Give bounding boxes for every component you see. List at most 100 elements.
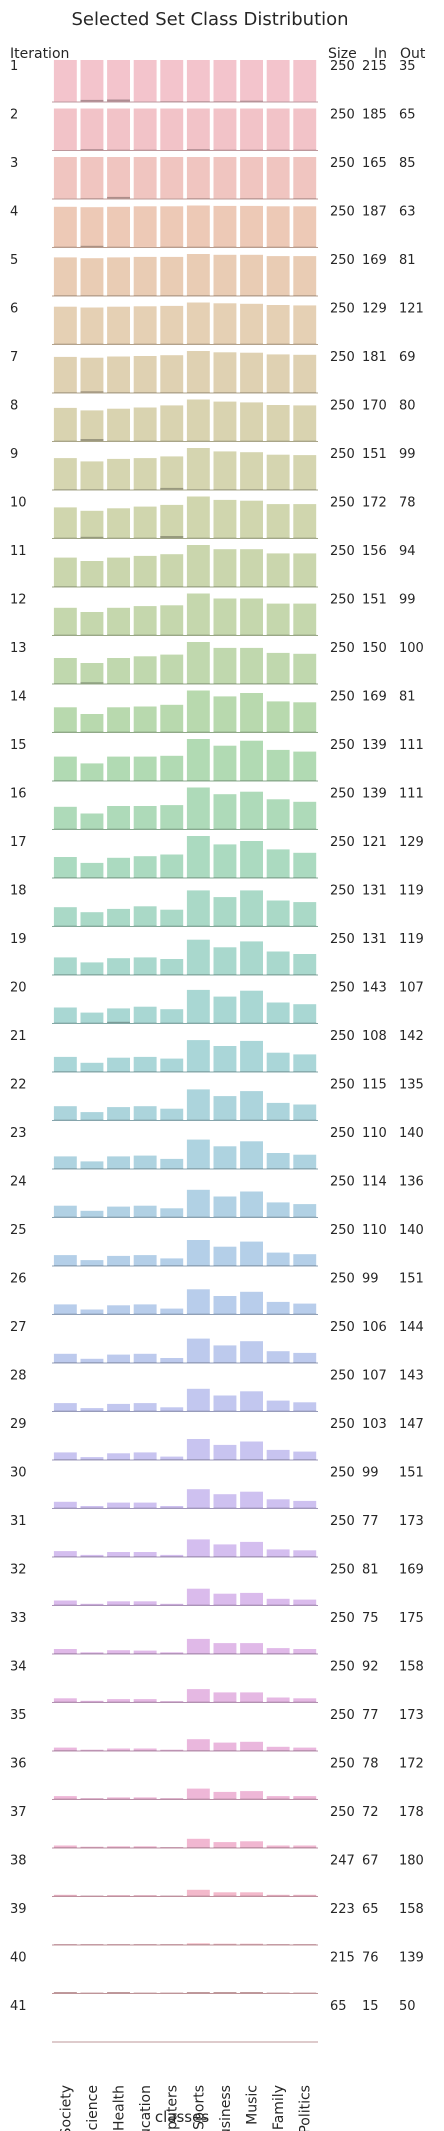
class-bar: [53, 1205, 77, 1218]
iteration-label: 6: [10, 302, 18, 317]
class-bar: [160, 206, 184, 248]
class-bar: [293, 1500, 317, 1509]
row-size-value: 65: [330, 1999, 347, 2014]
x-tick-label: Music: [245, 2085, 261, 2125]
row-in-value: 143: [362, 981, 387, 996]
class-bar: [133, 356, 157, 393]
class-bar: [186, 1889, 210, 1897]
x-axis-tick-labels: Society Science Health Education Computers Sp…: [58, 2085, 313, 2131]
row-out-value: 175: [399, 1611, 424, 1626]
class-bar: [266, 454, 290, 490]
iteration-row: 4 250 187 63: [10, 205, 416, 248]
row-out-value: 69: [399, 350, 416, 365]
class-bar: [213, 499, 237, 539]
class-bar: [107, 356, 130, 393]
class-bar: [80, 862, 104, 878]
class-bar: [160, 1358, 184, 1363]
row-size-value: 250: [330, 1126, 355, 1141]
iteration-row: 26 250 99 151: [10, 1272, 424, 1315]
class-bar: [266, 60, 290, 102]
class-bar: [107, 1403, 130, 1412]
class-bar: [53, 957, 77, 975]
row-out-value: 135: [399, 1078, 424, 1093]
class-bar: [53, 407, 77, 442]
class-bar: [293, 852, 317, 878]
class-bar: [107, 1650, 130, 1654]
row-size-value: 250: [330, 253, 355, 268]
class-bar: [107, 1552, 130, 1557]
class-bar: [80, 157, 104, 199]
class-bar: [293, 954, 317, 975]
row-out-value: 173: [399, 1708, 424, 1723]
class-bar: [133, 108, 157, 151]
class-bar: [53, 356, 77, 393]
class-bar: [293, 902, 317, 927]
class-bar: [240, 791, 263, 830]
class-bar: [133, 1748, 157, 1751]
row-out-value: 172: [399, 1757, 424, 1772]
iteration-label: 21: [10, 1029, 27, 1044]
row-size-value: 250: [330, 447, 355, 462]
iteration-row: 19 250 131 119: [10, 932, 424, 976]
in-class-bar: [80, 245, 104, 248]
class-bar: [133, 555, 157, 587]
x-tick-label: Family: [271, 2085, 287, 2130]
iteration-row: 6 250 129 121: [10, 302, 424, 345]
in-class-bar: [80, 536, 104, 539]
class-bar: [293, 1894, 317, 1897]
class-bar: [186, 890, 210, 927]
iteration-label: 39: [10, 1902, 27, 1917]
class-bar: [160, 1108, 184, 1121]
class-bar: [266, 1499, 290, 1509]
class-bar: [80, 108, 104, 151]
iteration-label: 11: [10, 544, 27, 559]
class-bar: [240, 402, 263, 442]
class-bar: [133, 1205, 157, 1218]
class-bar: [107, 306, 130, 345]
class-bar: [80, 1408, 104, 1412]
class-bar: [160, 1603, 184, 1606]
class-bar: [107, 1156, 130, 1169]
class-bar: [266, 1845, 290, 1848]
class-bar: [293, 603, 317, 636]
class-bar: [133, 1502, 157, 1509]
iteration-label: 13: [10, 641, 27, 656]
class-bar: [133, 1552, 157, 1557]
class-bar: [80, 1506, 104, 1509]
class-bar: [107, 557, 130, 587]
class-bar: [53, 1106, 77, 1121]
class-bar: [293, 455, 317, 490]
class-bar: [53, 1747, 77, 1751]
class-bar: [240, 1643, 263, 1654]
iteration-label: 2: [10, 108, 18, 123]
iteration-row: 20 250 143 107: [10, 981, 424, 1024]
row-size-value: 250: [330, 108, 355, 123]
in-class-bar: [80, 682, 104, 684]
class-bar: [213, 254, 237, 296]
class-bar: [53, 1649, 77, 1654]
class-bar: [186, 1838, 210, 1848]
class-bar: [133, 856, 157, 878]
iteration-label: 33: [10, 1611, 27, 1626]
class-bar: [107, 1305, 130, 1315]
class-bar: [133, 1106, 157, 1121]
row-out-value: 111: [399, 738, 424, 753]
class-bar: [213, 157, 237, 199]
class-bar: [53, 806, 77, 830]
class-bar: [213, 60, 237, 102]
class-bar: [80, 1210, 104, 1218]
class-bar: [266, 108, 290, 151]
class-bar: [240, 1592, 263, 1606]
row-in-value: 76: [362, 1951, 379, 1966]
class-bar: [53, 607, 77, 636]
class-bar: [160, 1308, 184, 1315]
class-bar: [186, 1240, 210, 1266]
class-bar: [133, 1699, 157, 1703]
class-bar: [53, 206, 77, 248]
class-bar: [160, 108, 184, 151]
class-bar: [53, 257, 77, 296]
row-out-value: 35: [399, 59, 416, 74]
class-bar: [107, 1846, 130, 1848]
row-out-value: 144: [399, 1320, 424, 1335]
